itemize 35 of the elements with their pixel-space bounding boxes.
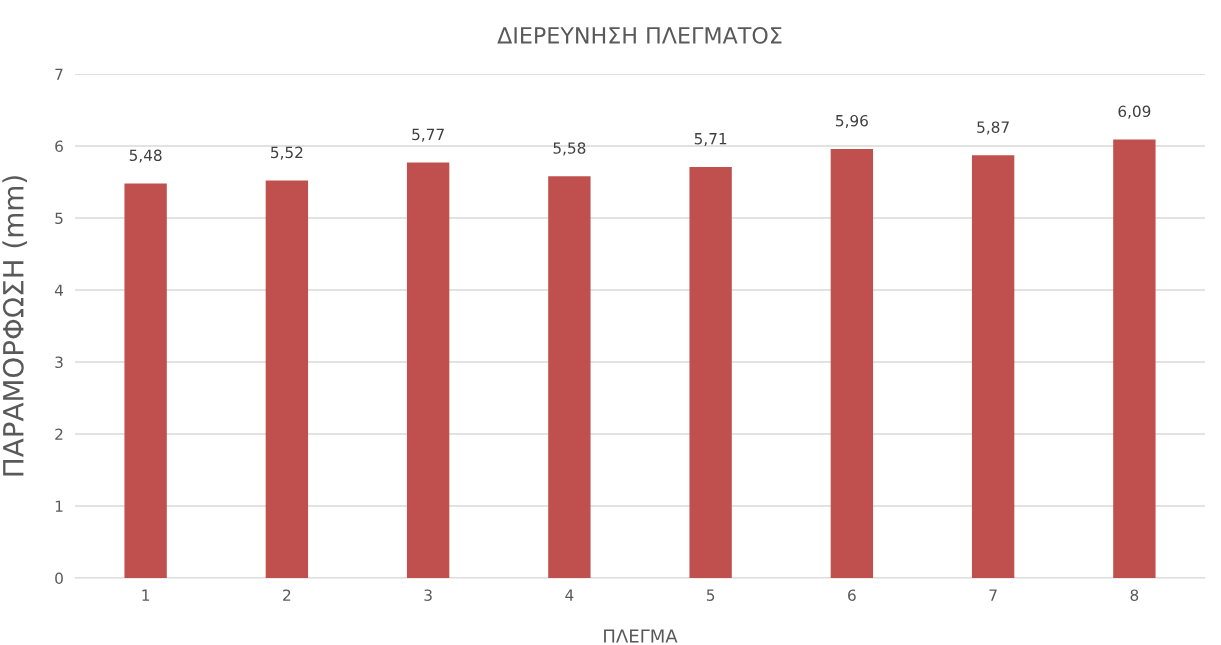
x-tick-label: 1 (142, 589, 150, 601)
x-tick-label: 2 (283, 589, 291, 601)
bar (406, 162, 450, 578)
chart-title: ΔΙΕΡΕΥΝΗΣΗ ΠΛΕΓΜΑΤΟΣ (497, 26, 782, 44)
x-axis-title: ΠΛΕΓΜΑ (604, 629, 678, 643)
data-label: 5,52 (271, 146, 303, 160)
x-tick-label: 8 (1130, 589, 1139, 601)
x-tick-label: 6 (848, 589, 856, 601)
x-tick-label: 3 (424, 589, 432, 601)
data-label: 5,58 (553, 142, 586, 156)
x-tick-label: 5 (706, 589, 715, 601)
y-tick-label: 0 (55, 572, 63, 585)
x-tick-label: 4 (565, 589, 574, 601)
y-tick-label: 3 (55, 356, 63, 369)
bar (124, 183, 167, 578)
y-tick-label: 1 (55, 500, 63, 512)
bar (689, 166, 732, 578)
data-label: 5,48 (129, 149, 162, 163)
y-tick-label: 2 (55, 428, 63, 440)
data-label: 5,77 (412, 128, 444, 142)
data-label: 5,87 (977, 121, 1009, 135)
data-label: 5,96 (836, 114, 868, 129)
data-label: 6,09 (1118, 105, 1151, 119)
y-axis-title: ΠΑΡΑΜΟΡΦΩΣΗ (mm) (2, 176, 28, 476)
x-tick-label: 7 (989, 589, 997, 601)
bar (548, 176, 591, 578)
data-label: 5,71 (694, 133, 727, 147)
y-tick-label: 5 (55, 212, 63, 225)
bar (1113, 139, 1156, 578)
bar (971, 155, 1015, 578)
y-tick-label: 7 (55, 68, 63, 80)
bar (830, 148, 874, 578)
y-tick-label: 4 (54, 284, 64, 296)
y-tick-label: 6 (55, 140, 63, 153)
bar (265, 180, 309, 578)
